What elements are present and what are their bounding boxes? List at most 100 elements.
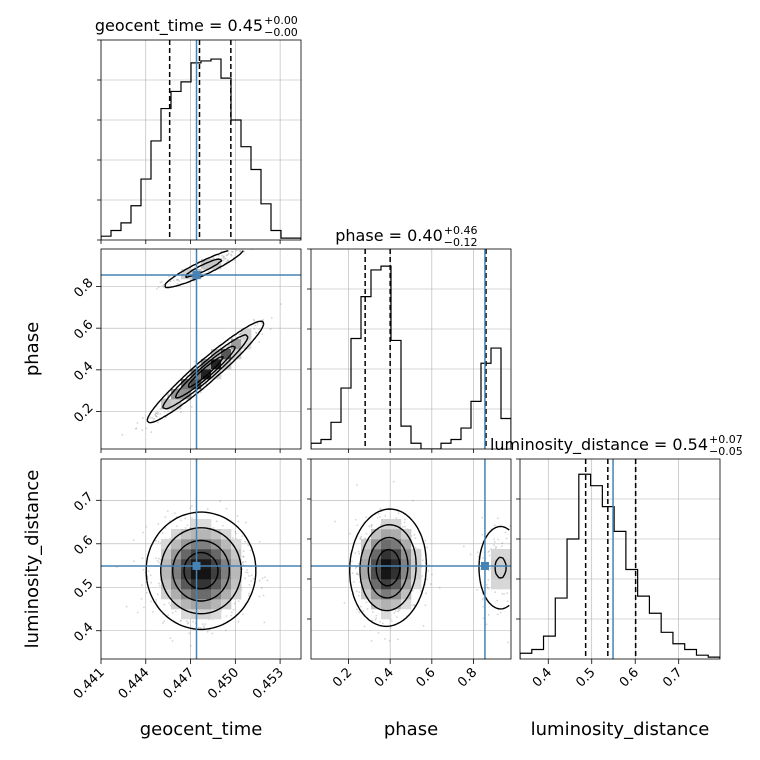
sample-point <box>355 573 358 576</box>
sample-point <box>514 552 516 554</box>
sample-point <box>411 604 414 607</box>
sample-point <box>184 517 187 520</box>
sample-point <box>256 322 259 325</box>
sample-point <box>135 427 137 430</box>
sample-point <box>207 270 210 273</box>
density-cell <box>171 559 182 570</box>
y-tick-label: 0.6 <box>71 533 96 558</box>
sample-point <box>169 280 172 282</box>
sample-point <box>142 568 145 571</box>
x-tick-label: 0.4 <box>372 665 397 690</box>
sample-point <box>431 573 433 576</box>
sample-point <box>379 620 381 623</box>
sample-point <box>147 570 150 573</box>
truth-marker <box>192 561 201 570</box>
sample-point <box>155 415 158 418</box>
sample-point <box>376 517 379 519</box>
density-cell <box>221 349 232 360</box>
density-cell <box>211 529 222 540</box>
sample-point <box>384 514 387 517</box>
sample-point <box>357 550 360 553</box>
density-cell <box>201 609 212 620</box>
density-cell <box>361 539 372 550</box>
sample-point <box>349 532 352 535</box>
sample-point <box>351 560 353 563</box>
sample-point <box>156 593 159 596</box>
sample-point <box>355 566 358 569</box>
contour-level <box>359 524 507 612</box>
sample-point <box>156 288 158 290</box>
panel-frame-2-1 <box>310 458 512 660</box>
panel-geocent_time-vs-luminosity_distance <box>101 459 301 659</box>
sample-point <box>235 249 238 252</box>
histogram-step-geocent_time <box>101 58 301 240</box>
density-cell <box>201 549 212 560</box>
density-cell <box>231 579 242 590</box>
sample-point <box>175 525 178 527</box>
density-cell <box>401 559 412 570</box>
density-cell <box>161 549 172 560</box>
sample-point <box>358 591 361 594</box>
sample-point <box>365 516 368 519</box>
sample-point <box>204 623 207 625</box>
sample-point <box>501 542 504 544</box>
grid-lines <box>348 249 474 449</box>
sample-point <box>370 524 373 527</box>
sample-point <box>167 614 170 616</box>
density-cell <box>171 549 182 560</box>
density-cell <box>381 519 392 530</box>
sample-point <box>241 535 244 537</box>
sample-point <box>486 586 489 589</box>
sample-point <box>264 576 266 579</box>
sample-point <box>500 545 503 548</box>
sample-point <box>248 575 250 577</box>
sample-point <box>230 250 233 253</box>
sample-point <box>243 250 246 253</box>
density-cell <box>381 599 392 610</box>
sample-point <box>509 525 511 527</box>
density-cell <box>181 379 192 390</box>
x-tick-label: 0.2 <box>330 665 355 690</box>
density-cell <box>181 579 192 590</box>
density-cell <box>181 599 192 610</box>
sample-point <box>179 411 182 414</box>
x-tick-label: 0.447 <box>160 665 197 702</box>
title-plus-error: +0.07 <box>709 433 743 446</box>
sample-point <box>487 551 490 553</box>
sample-point <box>121 433 124 436</box>
sample-point <box>411 499 414 502</box>
title-prefix: phase = <box>335 226 407 245</box>
sample-point <box>199 626 202 629</box>
sample-point <box>253 319 256 322</box>
sample-point <box>150 581 153 584</box>
sample-point <box>157 561 160 564</box>
sample-point <box>343 601 346 604</box>
sample-point <box>155 415 158 418</box>
grid-lines <box>101 249 301 449</box>
sample-point <box>371 619 374 622</box>
sample-point <box>516 565 518 567</box>
sample-point <box>352 580 355 583</box>
sample-point <box>357 594 360 597</box>
sample-point <box>496 599 499 602</box>
panel-frame-1-0 <box>100 248 302 450</box>
sample-point <box>487 587 490 590</box>
title-value: 0.40 <box>407 226 443 245</box>
density-cell <box>381 559 392 570</box>
panel-frame-2-0 <box>100 458 302 660</box>
sample-point <box>171 639 174 642</box>
sample-point <box>172 279 175 282</box>
panel-phase-vs-luminosity_distance <box>311 459 518 659</box>
sample-point <box>260 587 263 590</box>
sample-point <box>258 579 261 582</box>
sample-point <box>476 551 479 553</box>
sample-point <box>247 544 250 547</box>
density-cell <box>211 549 222 560</box>
sample-point <box>372 611 374 613</box>
sample-point <box>493 538 496 540</box>
title-value: 0.54 <box>672 435 708 454</box>
density-cell <box>391 559 402 570</box>
density-cell <box>381 539 392 550</box>
sample-point <box>501 592 504 595</box>
density-cell <box>491 549 502 560</box>
